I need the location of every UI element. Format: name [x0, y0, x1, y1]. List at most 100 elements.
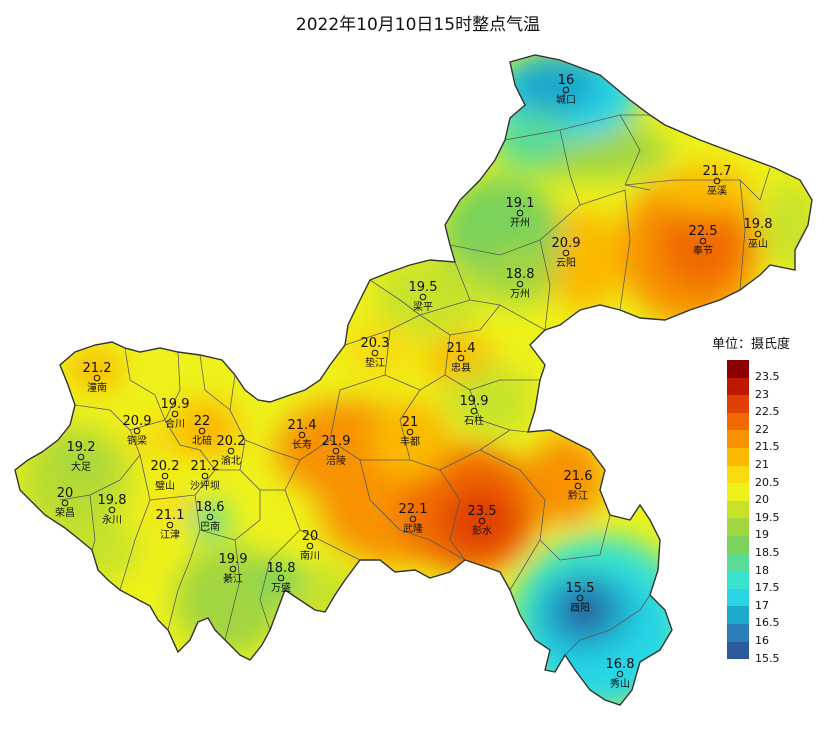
legend-swatch: [727, 430, 749, 448]
legend-swatch: [727, 535, 749, 554]
station-value: 21: [402, 415, 419, 430]
legend-label: 15.5: [755, 651, 780, 665]
legend-swatch: [727, 553, 749, 572]
station-dot: [61, 499, 69, 507]
station-dot: [574, 482, 582, 490]
station-dot: [198, 427, 206, 435]
station-value: 21.6: [564, 469, 593, 484]
station-value: 20.3: [361, 336, 390, 351]
station-dot: [371, 349, 379, 357]
station-name: 长寿: [292, 438, 312, 451]
station-value: 18.6: [196, 500, 225, 515]
station-marker: 19.9 合川: [161, 397, 190, 430]
station-name: 荣昌: [55, 507, 75, 519]
station-value: 21.4: [447, 341, 476, 356]
station-value: 20: [302, 529, 319, 544]
station-marker: 19.2 大足: [67, 440, 96, 473]
station-value: 19.8: [744, 217, 773, 232]
station-name: 垫江: [365, 356, 385, 369]
station-name: 奉节: [693, 244, 713, 257]
station-layer: 16 城口 21.7 巫溪 19.1 开州 22.5 奉节 19.8 巫山 20.9 云阳 18.8 万州…: [55, 73, 772, 690]
station-name: 永川: [102, 513, 122, 526]
map-title: 2022年10月10日15时整点气温: [295, 15, 541, 35]
station-name: 璧山: [155, 479, 175, 492]
station-name: 石柱: [464, 414, 484, 427]
legend-swatch: [727, 606, 749, 624]
legend-swatch: [727, 623, 749, 642]
district-borders: [59, 114, 771, 656]
station-dot: [298, 431, 306, 439]
station-dot: [616, 670, 624, 678]
station-dot: [478, 517, 486, 525]
station-dot: [406, 428, 414, 436]
station-name: 江津: [160, 529, 180, 541]
station-dot: [470, 407, 478, 415]
station-dot: [516, 209, 524, 217]
station-dot: [77, 453, 85, 461]
station-dot: [133, 427, 141, 435]
legend-swatch: [727, 447, 749, 466]
station-value: 15.5: [566, 581, 595, 596]
legend-swatch: [727, 412, 749, 431]
legend-swatch: [727, 588, 749, 607]
legend-label: 21: [755, 457, 769, 471]
station-dot: [277, 574, 285, 582]
station-marker: 19.1 开州: [506, 196, 535, 229]
station-marker: 21.4 忠县: [447, 341, 476, 374]
station-value: 22.1: [399, 502, 428, 517]
legend-label: 18.5: [755, 545, 780, 559]
station-value: 18.8: [506, 267, 535, 282]
station-marker: 21 丰都: [400, 415, 420, 448]
station-marker: 21.4 长寿: [288, 418, 317, 451]
station-marker: 20.2 渝北: [217, 434, 246, 467]
station-value: 19.5: [409, 280, 438, 295]
station-name: 綦江: [223, 572, 243, 585]
legend-swatch: [727, 483, 749, 501]
station-name: 沙坪坝: [190, 479, 220, 492]
station-marker: 20.2 璧山: [151, 459, 180, 492]
station-dot: [576, 594, 584, 602]
legend-swatch: [727, 518, 749, 536]
station-marker: 23.5 彭水: [468, 504, 497, 537]
station-marker: 18.8 万盛: [267, 561, 296, 594]
station-dot: [166, 521, 174, 529]
station-dot: [409, 515, 417, 523]
station-name: 巴南: [200, 520, 220, 533]
station-name: 南川: [300, 549, 320, 562]
station-dot: [699, 237, 707, 245]
station-name: 巫溪: [707, 185, 727, 197]
station-marker: 18.6 巴南: [196, 500, 225, 533]
station-value: 23.5: [468, 504, 497, 519]
station-value: 21.1: [156, 508, 185, 523]
station-value: 19.1: [506, 196, 535, 211]
legend-label: 17: [755, 598, 769, 612]
station-marker: 19.9 石柱: [460, 394, 489, 427]
station-dot: [227, 447, 235, 455]
station-name: 铜梁: [127, 434, 147, 447]
station-marker: 19.8 永川: [98, 493, 127, 526]
station-marker: 16.8 秀山: [606, 657, 635, 690]
station-marker: 21.9 涪陵: [322, 434, 351, 467]
station-marker: 16 城口: [556, 73, 576, 106]
station-value: 19.9: [161, 397, 190, 412]
station-dot: [161, 472, 169, 480]
station-value: 20.9: [123, 414, 152, 429]
station-dot: [562, 249, 570, 257]
station-value: 21.9: [322, 434, 351, 449]
legend-label: 22: [755, 422, 769, 436]
station-dot: [457, 354, 465, 362]
legend-swatch: [727, 465, 749, 484]
legend-swatch: [727, 395, 749, 413]
station-name: 酉阳: [570, 602, 590, 614]
station-marker: 21.1 江津: [156, 508, 185, 541]
station-value: 20.2: [217, 434, 246, 449]
station-name: 忠县: [451, 362, 471, 374]
legend-label: 21.5: [755, 440, 780, 454]
station-marker: 21.6 黔江: [564, 469, 593, 502]
station-value: 19.9: [460, 394, 489, 409]
station-value: 16.8: [606, 657, 635, 672]
station-value: 20: [57, 486, 74, 501]
legend-label: 19.5: [755, 510, 780, 524]
station-name: 开州: [510, 217, 530, 229]
